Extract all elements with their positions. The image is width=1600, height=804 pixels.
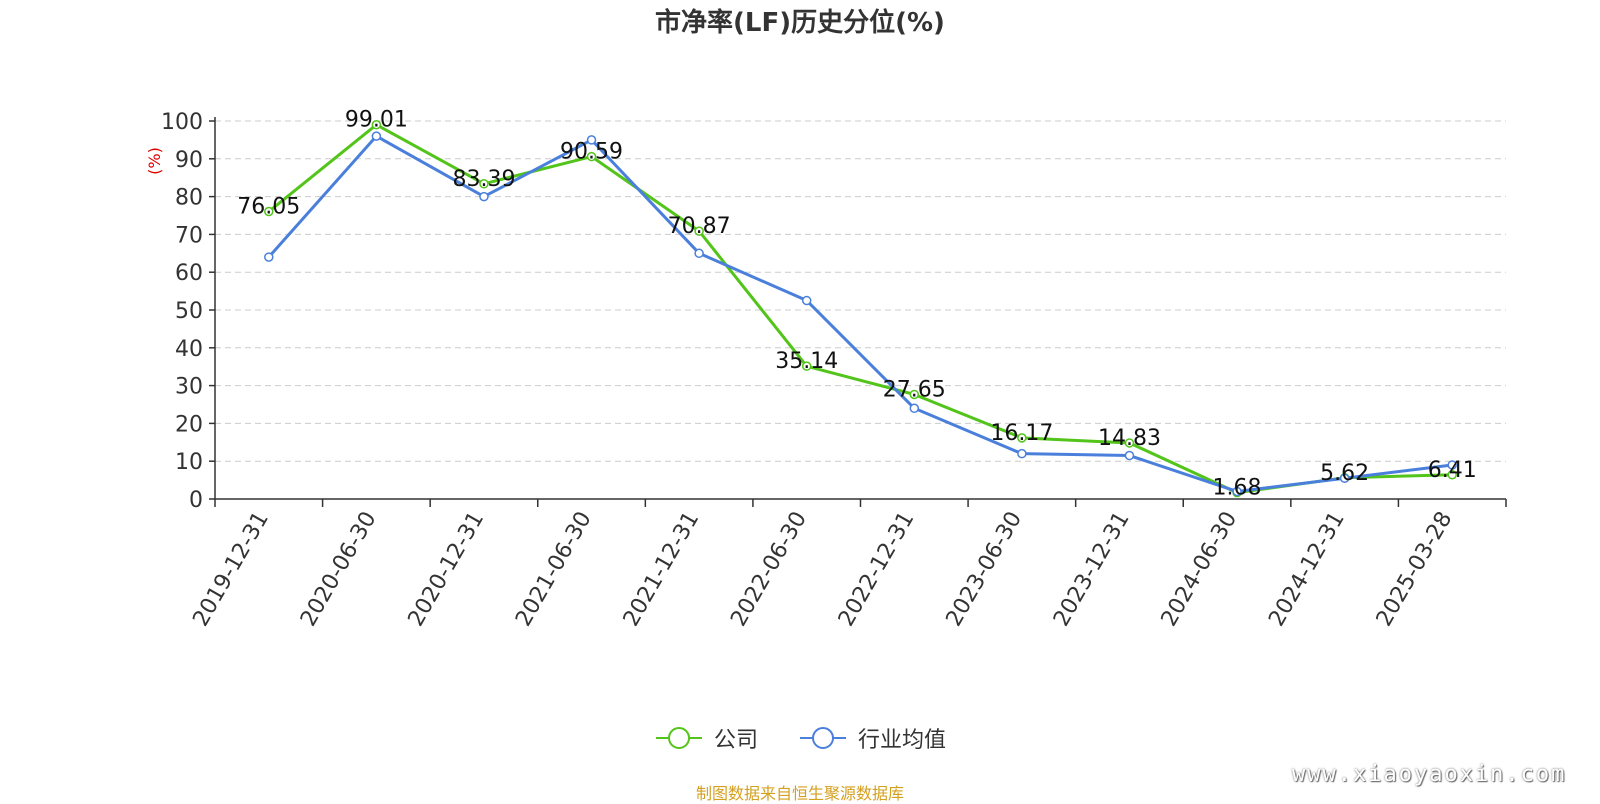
company-point xyxy=(801,361,812,371)
y-tick-label: 40 xyxy=(175,337,203,362)
data-label: 5.62 xyxy=(1320,461,1369,486)
data-label: 90.59 xyxy=(560,140,623,165)
x-tick-label: 2021-12-31 xyxy=(619,508,705,631)
data-label: 1.68 xyxy=(1213,476,1262,501)
industry-average-point xyxy=(694,248,704,259)
industry-average-point xyxy=(1124,450,1135,461)
data-label: 27.65 xyxy=(883,377,946,402)
x-tick-label: 2022-12-31 xyxy=(834,508,920,631)
x-tick-label: 2019-12-31 xyxy=(188,508,274,631)
x-tick-label: 2023-06-30 xyxy=(941,508,1027,631)
company-point xyxy=(694,226,704,236)
y-tick-label: 80 xyxy=(175,186,203,211)
legend-swatch-industry-average xyxy=(800,727,846,749)
data-label: 99.01 xyxy=(345,108,408,133)
company-point xyxy=(909,389,920,400)
y-tick-label: 30 xyxy=(175,375,203,400)
data-label: 76.05 xyxy=(237,195,300,220)
industry-average-point xyxy=(371,131,382,141)
company-point xyxy=(1017,433,1027,443)
x-tick-label: 2020-12-31 xyxy=(404,508,490,631)
company-point xyxy=(371,119,382,130)
y-axis-label: (%) xyxy=(145,147,164,175)
data-label: 70.87 xyxy=(668,214,731,239)
industry-average-point xyxy=(479,191,489,202)
x-tick-label: 2023-12-31 xyxy=(1049,508,1135,631)
legend-item-industry-average[interactable]: 行业均值 xyxy=(798,722,946,754)
legend: 公司 行业均值 xyxy=(0,722,1600,754)
data-label: 16.17 xyxy=(990,421,1053,446)
legend-label-industry-average: 行业均值 xyxy=(858,728,947,753)
series-line-company xyxy=(267,123,1453,495)
company-point xyxy=(479,179,489,189)
x-tick-label: 2024-06-30 xyxy=(1157,508,1243,631)
x-tick-label: 2024-12-31 xyxy=(1264,508,1350,631)
watermark: www.xiaoyaoxin.com xyxy=(1292,762,1567,787)
legend-swatch-company xyxy=(655,727,702,749)
industry-average-point xyxy=(1447,460,1457,470)
y-tick-label: 70 xyxy=(175,223,203,248)
y-tick-label: 20 xyxy=(175,412,203,437)
industry-average-point xyxy=(586,135,597,145)
y-tick-label: 50 xyxy=(175,299,203,324)
y-tick-label: 90 xyxy=(175,148,203,173)
industry-average-point xyxy=(264,252,274,262)
y-tick-label: 0 xyxy=(189,488,203,513)
y-tick-label: 60 xyxy=(175,261,203,286)
chart-title: 市净率(LF)历史分位(%) xyxy=(655,8,945,38)
company-point xyxy=(1447,470,1457,480)
x-tick-label: 2022-06-30 xyxy=(726,508,812,631)
company-point xyxy=(1124,438,1135,448)
data-label: 14.83 xyxy=(1098,426,1161,451)
series-line-industry-average xyxy=(267,134,1453,493)
x-tick-label: 2020-06-30 xyxy=(296,508,382,631)
data-label: 6.41 xyxy=(1428,458,1477,483)
y-tick-label: 10 xyxy=(175,450,203,475)
data-label: 83.39 xyxy=(452,167,515,192)
y-tick-label: 100 xyxy=(161,110,203,135)
data-label: 35.14 xyxy=(775,349,838,374)
industry-average-point xyxy=(801,295,812,306)
industry-average-point xyxy=(909,403,920,414)
x-tick-label: 2021-06-30 xyxy=(511,508,597,631)
x-tick-label: 2025-03-28 xyxy=(1372,508,1458,631)
industry-average-point xyxy=(1017,448,1027,459)
company-point xyxy=(586,151,597,162)
industry-average-point xyxy=(1339,473,1350,483)
company-point xyxy=(264,206,274,217)
industry-average-point xyxy=(1232,486,1242,497)
legend-label-company: 公司 xyxy=(713,728,758,753)
source-note: 制图数据来自恒生聚源数据库 xyxy=(695,784,904,803)
legend-item-company[interactable]: 公司 xyxy=(654,722,758,754)
